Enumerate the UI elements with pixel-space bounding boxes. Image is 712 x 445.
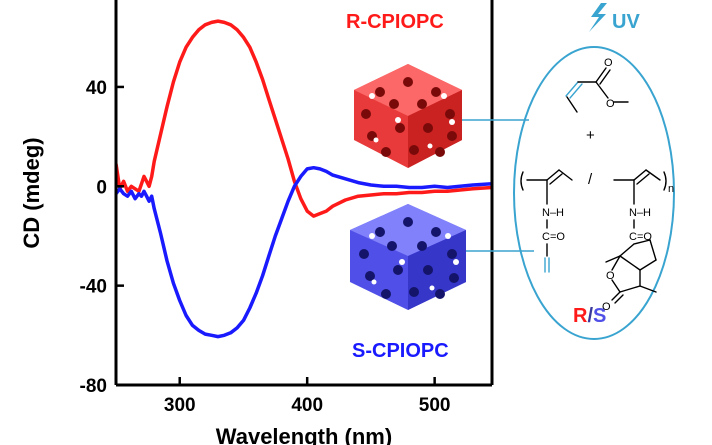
- copolymer-subscript: n: [668, 183, 674, 195]
- nh-left-label: N–H: [542, 207, 564, 219]
- monomer-ellipse: [513, 46, 675, 340]
- co-left-label: C=O: [542, 231, 565, 243]
- s-inverse-opal-image: [350, 204, 466, 310]
- r-inverse-opal-image: [354, 64, 462, 168]
- rs-slash: /: [587, 305, 593, 327]
- y-tick-label--40: -40: [80, 277, 107, 298]
- x-tick-label-300: 300: [164, 395, 196, 416]
- s-cpiopc-label: S-CPIOPC: [352, 340, 449, 362]
- plus-sign: +: [586, 127, 595, 144]
- lightning-icon: [589, 3, 607, 32]
- rs-label: R/S: [573, 305, 606, 327]
- uv-label: UV: [612, 11, 640, 33]
- copolymer-slash: /: [588, 171, 593, 188]
- y-tick-label-40: 40: [86, 78, 107, 99]
- x-axis-title: Wavelength (nm): [216, 424, 392, 445]
- series-layer: [116, 19, 492, 339]
- lactone-ring-o: O: [606, 270, 615, 282]
- series-line-s-cpiopc: [116, 165, 492, 339]
- nh-right-label: N–H: [629, 207, 651, 219]
- y-tick-label-0: 0: [96, 177, 107, 198]
- x-tick-label-400: 400: [291, 395, 323, 416]
- copolymer-backbone: [520, 169, 667, 205]
- mma-carbonyl-o: O: [604, 57, 613, 69]
- cd-plot: 300 400 500 -80 -40 0 40 Wavelength (nm) CD (m…: [19, 0, 494, 445]
- lactone-carbonyl-o: O: [602, 301, 611, 313]
- r-cpiopc-label: R-CPIOPC: [346, 11, 444, 33]
- rs-r: R: [573, 305, 588, 327]
- left-vinyl: [544, 243, 550, 273]
- mma-ester-o: O: [606, 98, 615, 110]
- series-line-r-cpiopc: [116, 19, 492, 218]
- camphor-lactone-ring: [605, 239, 657, 304]
- methyl-methacrylate-structure: [565, 67, 629, 113]
- ticks-layer: 300 400 500 -80 -40 0 40: [80, 78, 451, 416]
- y-tick-label--80: -80: [80, 376, 107, 397]
- co-right-label: C=O: [629, 231, 652, 243]
- rs-s: S: [593, 305, 606, 327]
- y-axis-title: CD (mdeg): [19, 137, 44, 248]
- x-tick-label-500: 500: [419, 395, 451, 416]
